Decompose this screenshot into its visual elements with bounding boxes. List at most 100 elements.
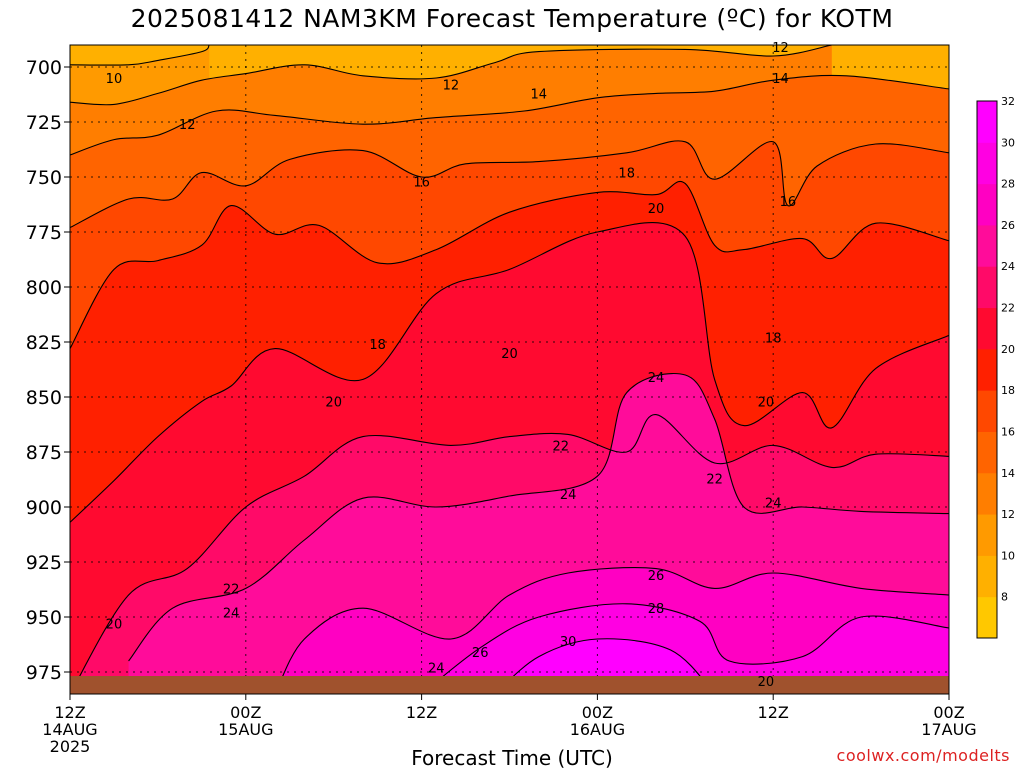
colorbar-label: 20 xyxy=(1001,343,1015,356)
colorbar-label: 12 xyxy=(1001,508,1015,521)
isotherm-label: 20 xyxy=(501,347,518,362)
y-tick-label: 800 xyxy=(26,277,62,299)
colorbar-swatch xyxy=(977,142,997,185)
colorbar-label: 22 xyxy=(1001,302,1015,315)
y-tick-label: 925 xyxy=(26,552,62,574)
isotherm-label: 26 xyxy=(648,569,665,584)
colorbar-label: 18 xyxy=(1001,384,1015,397)
colorbar-swatch xyxy=(977,514,997,556)
colorbar-frame xyxy=(976,100,998,639)
x-tick-label: 15AUG xyxy=(218,720,273,739)
isotherm-label: 20 xyxy=(648,202,665,217)
isotherm-10 xyxy=(70,45,210,66)
colorbar-label: 26 xyxy=(1001,219,1015,232)
isotherm-26 xyxy=(274,567,949,694)
isotherm-label: 26 xyxy=(472,646,489,661)
x-tick-label: 2025 xyxy=(50,737,91,756)
isotherm-label: 22 xyxy=(706,472,723,487)
colorbar-swatch xyxy=(977,101,997,143)
isotherm-12 xyxy=(70,45,832,106)
y-tick-label: 775 xyxy=(26,222,62,244)
isotherm-label: 18 xyxy=(765,332,782,347)
colorbar-swatch xyxy=(977,224,997,267)
isotherm-24 xyxy=(128,372,949,662)
isotherm-label: 24 xyxy=(560,488,577,503)
isotherm-label: 28 xyxy=(648,602,665,617)
isotherm-label: 12 xyxy=(443,79,460,94)
temperature-bands xyxy=(70,45,949,694)
colorbar-label: 8 xyxy=(1001,591,1008,604)
isotherm-30 xyxy=(494,638,715,694)
x-tick-label: 12Z xyxy=(406,703,437,722)
colorbar-label: 10 xyxy=(1001,549,1015,562)
isotherm-label: 12 xyxy=(179,118,196,133)
isotherm-label: 20 xyxy=(758,675,775,690)
isotherm-28 xyxy=(421,603,949,694)
isotherm-label: 18 xyxy=(369,338,386,353)
isotherm-labels: 10 12 12 12 14 14 16 16 18 18 18 20 20 20 20 20 20 22 22 22… xyxy=(106,41,796,690)
x-tick-label: 00Z xyxy=(933,703,964,722)
x-tick-label: 12Z xyxy=(758,703,789,722)
isotherm-16 xyxy=(70,140,949,229)
colorbar-swatch xyxy=(977,307,997,350)
colorbar-swatch xyxy=(977,431,997,474)
colorbar-label: 30 xyxy=(1001,136,1015,149)
isotherm-label: 20 xyxy=(758,395,775,410)
ground-surface xyxy=(70,676,949,694)
y-tick-label: 825 xyxy=(26,332,62,354)
colorbar-swatch xyxy=(977,555,997,598)
y-tick-label: 725 xyxy=(26,112,62,134)
isotherm-label: 20 xyxy=(325,395,342,410)
colorbar-label: 24 xyxy=(1001,260,1015,273)
isotherm-label: 14 xyxy=(772,72,789,87)
y-tick-label: 850 xyxy=(26,387,62,409)
y-tick-label: 700 xyxy=(26,57,62,79)
colorbar-label: 16 xyxy=(1001,425,1015,438)
colorbar-label: 14 xyxy=(1001,467,1015,480)
colorbar-swatch xyxy=(977,390,997,432)
y-axis: 700 725 750 775 800 825 850 875 900 925 950 975 xyxy=(26,57,70,684)
x-tick-label: 14AUG xyxy=(42,720,97,739)
color-scale-legend: 8 10 12 14 16 18 20 22 24 26 28 30 32 xyxy=(976,95,1015,639)
isotherm-label: 12 xyxy=(772,41,789,56)
y-tick-label: 750 xyxy=(26,167,62,189)
isotherm-20 xyxy=(70,222,949,523)
isotherm-label: 14 xyxy=(531,87,548,102)
isotherm-label: 22 xyxy=(223,582,240,597)
colorbar-label: 32 xyxy=(1001,95,1015,108)
plot-frame xyxy=(69,44,950,695)
isotherm-18 xyxy=(70,181,949,349)
y-tick-label: 900 xyxy=(26,497,62,519)
isotherm-label: 24 xyxy=(428,662,445,677)
isotherm-label: 30 xyxy=(560,635,577,650)
x-tick-label: 17AUG xyxy=(921,720,976,739)
source-credit: coolwx.com/modelts xyxy=(836,746,1010,765)
isotherm-label: 18 xyxy=(618,167,635,182)
isotherm-label: 24 xyxy=(648,371,665,386)
isotherm-22 xyxy=(70,414,949,694)
colorbar-swatch xyxy=(977,596,997,639)
colorbar-label: 28 xyxy=(1001,178,1015,191)
colorbar-swatch xyxy=(977,472,997,515)
x-tick-label: 12Z xyxy=(54,703,85,722)
isotherm-label: 22 xyxy=(553,439,570,454)
chart-title: 2025081412 NAM3KM Forecast Temperature (… xyxy=(130,4,894,33)
isotherm-label: 16 xyxy=(413,175,430,190)
y-tick-label: 975 xyxy=(26,662,62,684)
x-tick-label: 16AUG xyxy=(570,720,625,739)
pressure-gridlines xyxy=(70,45,949,694)
x-axis-label: Forecast Time (UTC) xyxy=(411,746,613,770)
colorbar-swatch xyxy=(977,183,997,226)
colorbar-swatch xyxy=(977,348,997,391)
y-tick-label: 950 xyxy=(26,607,62,629)
isotherm-label: 16 xyxy=(780,195,797,210)
isotherm-label: 24 xyxy=(765,497,782,512)
y-tick-label: 875 xyxy=(26,442,62,464)
isotherm-label: 10 xyxy=(106,72,123,87)
colorbar-swatch xyxy=(977,266,997,309)
x-tick-label: 00Z xyxy=(230,703,261,722)
isotherm-label: 20 xyxy=(106,618,123,633)
x-tick-label: 00Z xyxy=(582,703,613,722)
